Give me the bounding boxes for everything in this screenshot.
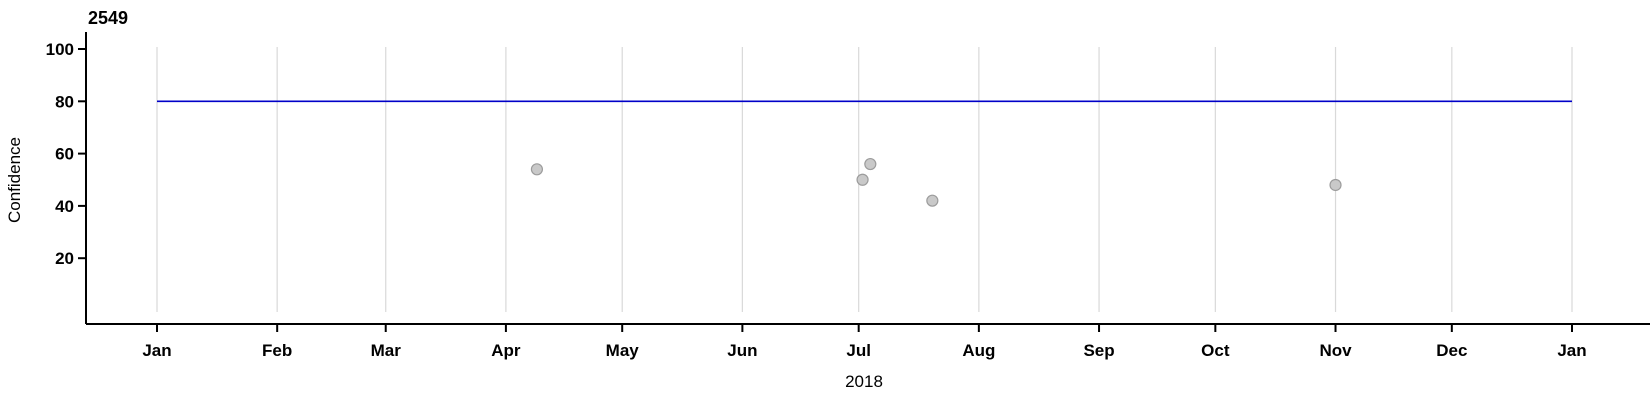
x-axis-label: 2018 [845,372,883,391]
y-tick-label: 100 [46,40,74,59]
y-tick-label: 60 [55,145,74,164]
axes [85,32,1650,325]
month-tick-label: Nov [1319,341,1352,360]
month-tick-label: Mar [371,341,402,360]
month-tick-label: May [606,341,640,360]
data-point [926,194,939,207]
chart-title: 2549 [88,8,128,28]
month-tick-label: Jan [142,341,171,360]
y-tick-label: 80 [55,92,74,111]
y-axis-label: Confidence [5,137,24,223]
gridlines [156,47,1573,312]
data-point [864,157,877,171]
tick-marks [78,48,1573,332]
data-point [1329,178,1342,192]
month-tick-label: Oct [1201,341,1230,360]
data-points [530,157,1342,207]
month-tick-label: Dec [1436,341,1467,360]
month-tick-label: Aug [962,341,995,360]
month-tick-label: Jan [1557,341,1586,360]
month-tick-label: Feb [262,341,292,360]
y-tick-label: 40 [55,197,74,216]
data-point [856,173,869,186]
tick-labels: 20 40 60 80 100 Jan Feb Mar Apr May Jun Jul Aug Sep Oc… [46,40,1587,360]
data-point [530,163,544,176]
month-tick-label: Sep [1083,341,1114,360]
month-tick-label: Jun [727,341,757,360]
month-tick-label: Apr [491,341,521,360]
month-tick-label: Jul [846,341,871,360]
y-tick-label: 20 [55,249,74,268]
